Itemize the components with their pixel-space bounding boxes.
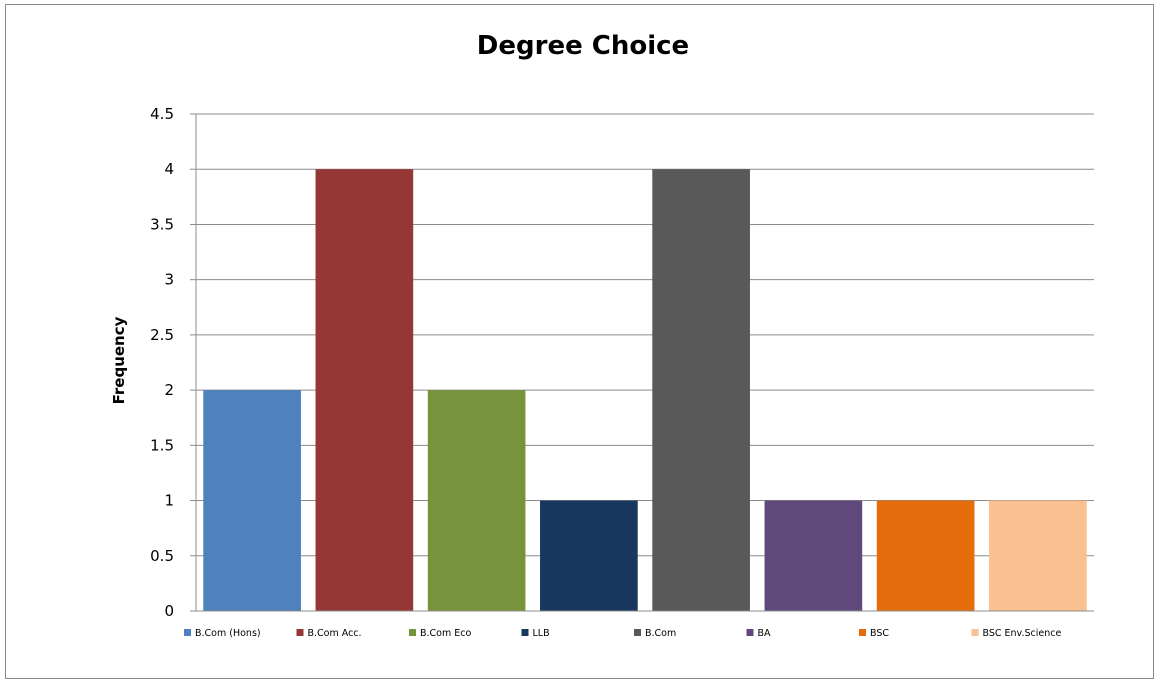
legend-swatch	[296, 629, 304, 636]
y-axis-ticks: 0 0.5 1 1.5 2 2.5 3 3.5 4 4.5	[150, 105, 196, 620]
legend-swatch	[971, 629, 979, 636]
legend: B.Com (Hons) B.Com Acc. B.Com Eco LLB B.Com B…	[184, 628, 1061, 639]
y-axis-label: Frequency	[110, 316, 128, 404]
bar	[203, 390, 301, 611]
legend-label: LLB	[533, 628, 550, 639]
bar	[540, 500, 638, 611]
legend-label: BSC	[870, 628, 889, 639]
y-tick-label: 0	[164, 602, 174, 620]
legend-label: BSC Env.Science	[983, 628, 1062, 639]
bar	[764, 500, 863, 611]
legend-swatch	[859, 629, 866, 636]
bar	[876, 500, 975, 611]
legend-swatch	[746, 629, 754, 636]
legend-label: B.Com	[645, 628, 676, 639]
y-tick-label: 3.5	[150, 215, 174, 233]
bar	[315, 169, 414, 611]
y-tick-label: 0.5	[150, 547, 174, 565]
bar	[652, 169, 750, 611]
bar	[989, 500, 1087, 611]
legend-label: B.Com Acc.	[308, 628, 362, 639]
y-tick-label: 2	[164, 381, 174, 399]
bar	[427, 390, 526, 611]
y-tick-label: 4.5	[150, 105, 174, 123]
legend-swatch	[634, 629, 641, 636]
y-tick-label: 1.5	[150, 436, 174, 454]
legend-label: BA	[758, 628, 772, 639]
legend-swatch	[521, 629, 529, 636]
legend-label: B.Com (Hons)	[195, 628, 261, 639]
y-tick-label: 2.5	[150, 326, 174, 344]
legend-swatch	[184, 629, 191, 636]
chart-title: Degree Choice	[477, 31, 689, 61]
bars	[203, 169, 1087, 611]
y-tick-label: 1	[164, 492, 174, 510]
legend-swatch	[409, 629, 416, 636]
y-tick-label: 3	[164, 271, 174, 289]
y-tick-label: 4	[164, 160, 174, 178]
legend-label: B.Com Eco	[420, 628, 471, 639]
